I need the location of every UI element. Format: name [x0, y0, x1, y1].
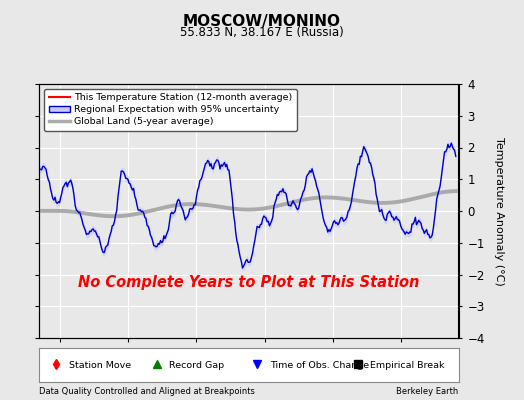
Text: MOSCOW/MONINO: MOSCOW/MONINO [183, 14, 341, 29]
Text: Record Gap: Record Gap [169, 360, 224, 370]
Text: Empirical Break: Empirical Break [370, 360, 445, 370]
Text: Time of Obs. Change: Time of Obs. Change [270, 360, 369, 370]
Legend: This Temperature Station (12-month average), Regional Expectation with 95% uncer: This Temperature Station (12-month avera… [44, 89, 297, 131]
Text: Station Move: Station Move [69, 360, 131, 370]
Text: Data Quality Controlled and Aligned at Breakpoints: Data Quality Controlled and Aligned at B… [39, 387, 255, 396]
Text: Berkeley Earth: Berkeley Earth [396, 387, 458, 396]
Text: No Complete Years to Plot at This Station: No Complete Years to Plot at This Statio… [78, 275, 420, 290]
Y-axis label: Temperature Anomaly (°C): Temperature Anomaly (°C) [494, 137, 504, 285]
Text: 55.833 N, 38.167 E (Russia): 55.833 N, 38.167 E (Russia) [180, 26, 344, 39]
